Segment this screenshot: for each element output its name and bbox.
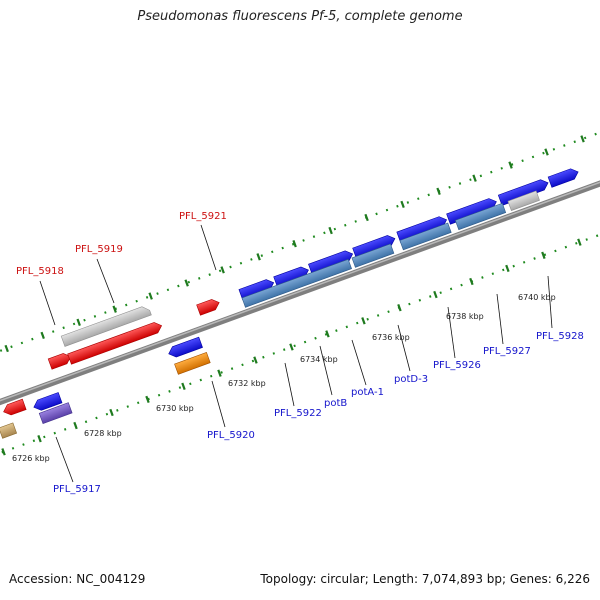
gene-gray-1[interactable] (60, 305, 152, 347)
label-pfl-5920[interactable]: PFL_5920 (207, 430, 255, 441)
accession-text: Accession: NC_004129 (9, 572, 146, 586)
major-tick (181, 382, 186, 390)
gene-pfl-5917[interactable] (32, 392, 63, 412)
major-tick (364, 213, 369, 222)
gene-steelblue-3[interactable] (399, 222, 452, 251)
major-tick (40, 331, 45, 340)
major-tick (541, 251, 546, 259)
major-tick (505, 264, 510, 273)
scale-label-6726: 6726 kbp (12, 454, 50, 463)
major-tick (145, 395, 150, 404)
label-pfl-5919[interactable]: PFL_5919 (75, 244, 123, 255)
gene-pfl-5921[interactable] (196, 297, 221, 316)
scale-label-6728: 6728 kbp (84, 429, 122, 438)
label-potb[interactable]: potB (324, 398, 347, 409)
label-potd-3[interactable]: potD-3 (394, 374, 428, 385)
major-tick (325, 330, 330, 338)
label-pfl-5917[interactable]: PFL_5917 (53, 484, 101, 495)
major-tick (148, 292, 153, 300)
major-tick (397, 304, 402, 312)
major-tick (361, 317, 366, 325)
major-tick (112, 305, 117, 313)
scale-label-6730: 6730 kbp (156, 404, 194, 413)
scale-label-6732: 6732 kbp (228, 379, 266, 388)
label-pota-1[interactable]: potA-1 (351, 387, 384, 398)
gene-tan[interactable] (0, 422, 18, 439)
gene-steelblue-2[interactable] (351, 243, 395, 268)
major-tick (220, 266, 225, 274)
major-tick (433, 290, 438, 299)
major-tick (580, 135, 585, 143)
gene-blue-8[interactable] (547, 167, 580, 188)
major-tick (577, 238, 582, 246)
genome-summary-text: Topology: circular; Length: 7,074,893 bp… (260, 572, 590, 586)
major-tick (73, 421, 78, 430)
major-tick (217, 369, 222, 377)
label-pfl-5921[interactable]: PFL_5921 (179, 211, 227, 222)
gene-pfl-5918[interactable] (47, 351, 72, 370)
inner-dotted-track (0, 206, 600, 469)
scale-label-6736: 6736 kbp (372, 333, 410, 342)
major-tick (76, 318, 81, 326)
major-tick (289, 343, 294, 351)
gene-steelblue-4[interactable] (454, 202, 507, 231)
label-pfl-5918[interactable]: PFL_5918 (16, 266, 64, 277)
scale-label-6740: 6740 kbp (518, 293, 556, 302)
major-tick (472, 174, 477, 182)
scale-label-6734: 6734 kbp (300, 355, 338, 364)
major-tick (328, 226, 333, 235)
major-tick (1, 448, 6, 456)
major-tick (436, 187, 441, 195)
major-tick (109, 408, 114, 417)
gene-pfl-5917-red[interactable] (2, 398, 27, 417)
major-tick (469, 277, 474, 286)
gene-gray-2[interactable] (507, 190, 540, 211)
major-tick (184, 279, 189, 287)
gene-purple[interactable] (38, 402, 73, 424)
map-title: Pseudomonas fluorescens Pf-5, complete g… (137, 9, 463, 24)
label-pfl-5927[interactable]: PFL_5927 (483, 346, 531, 357)
major-tick (508, 161, 513, 169)
gene-pfl-5920[interactable] (167, 336, 203, 359)
gene-blue-6[interactable] (446, 196, 499, 225)
gene-steelblue-1[interactable] (241, 258, 352, 308)
major-tick (256, 253, 261, 261)
gene-orange[interactable] (174, 352, 211, 375)
major-tick (400, 200, 405, 209)
major-tick (544, 148, 549, 156)
gene-pfl-5919[interactable] (67, 320, 164, 365)
major-tick (253, 356, 258, 364)
callout-lines (39, 224, 553, 483)
outer-dotted-track (0, 116, 600, 379)
major-tick (4, 344, 9, 353)
major-tick (37, 435, 42, 443)
label-pfl-5926[interactable]: PFL_5926 (433, 360, 481, 371)
label-pfl-5922[interactable]: PFL_5922 (274, 408, 322, 419)
outer-major-ticks (4, 135, 585, 353)
major-tick (292, 240, 297, 248)
label-pfl-5928[interactable]: PFL_5928 (536, 331, 584, 342)
inner-major-ticks (1, 238, 582, 456)
scale-label-6738: 6738 kbp (446, 312, 484, 321)
